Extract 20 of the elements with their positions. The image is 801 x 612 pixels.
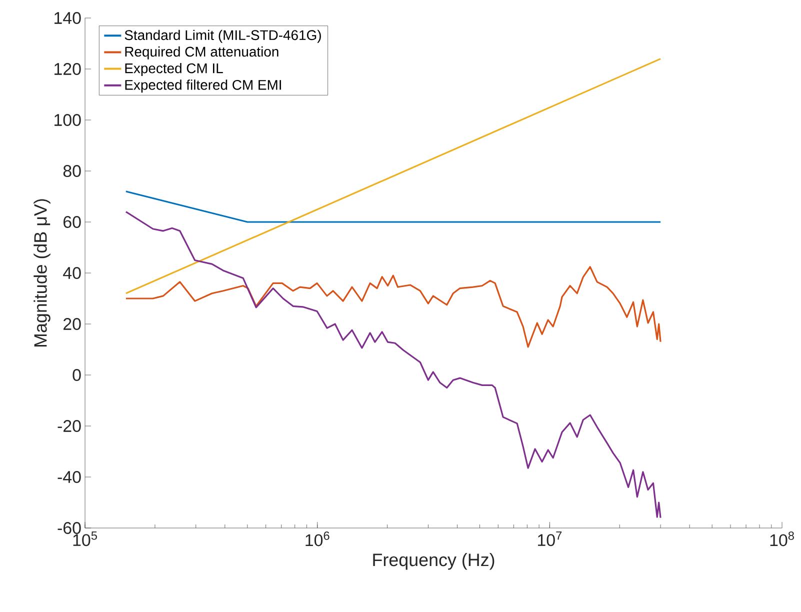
y-tick-label: 80 [63, 165, 81, 177]
y-tick-label: 100 [54, 114, 81, 126]
y-tick-label: -40 [58, 471, 81, 483]
y-tick-label: 140 [54, 12, 81, 24]
legend-label: Required CM attenuation [125, 46, 278, 60]
legend-label: Expected filtered CM EMI [125, 80, 281, 93]
x-tick-label: 10$^{6}$ [306, 532, 330, 546]
y-tick-label: 120 [54, 62, 81, 75]
x-tick-label: 10$^{7}$ [538, 532, 562, 546]
legend-label: Expected CM IL [125, 63, 223, 76]
legend-label: Standard Limit (MIL-STD-461G) [124, 30, 321, 43]
y-tick-label: 0 [72, 369, 81, 381]
y-axis-title: Magnitude (dB μV) [34, 199, 50, 346]
y-tick-label: 60 [64, 216, 81, 228]
x-tick-label: 10$^{8}$ [770, 532, 794, 546]
y-tick-label: 20 [64, 318, 81, 330]
y-tick-label: -20 [58, 420, 81, 432]
y-tick-label: -60 [58, 522, 81, 534]
x-axis-title: Frequency (Hz) [373, 553, 494, 570]
y-tick-label: 40 [63, 267, 81, 279]
